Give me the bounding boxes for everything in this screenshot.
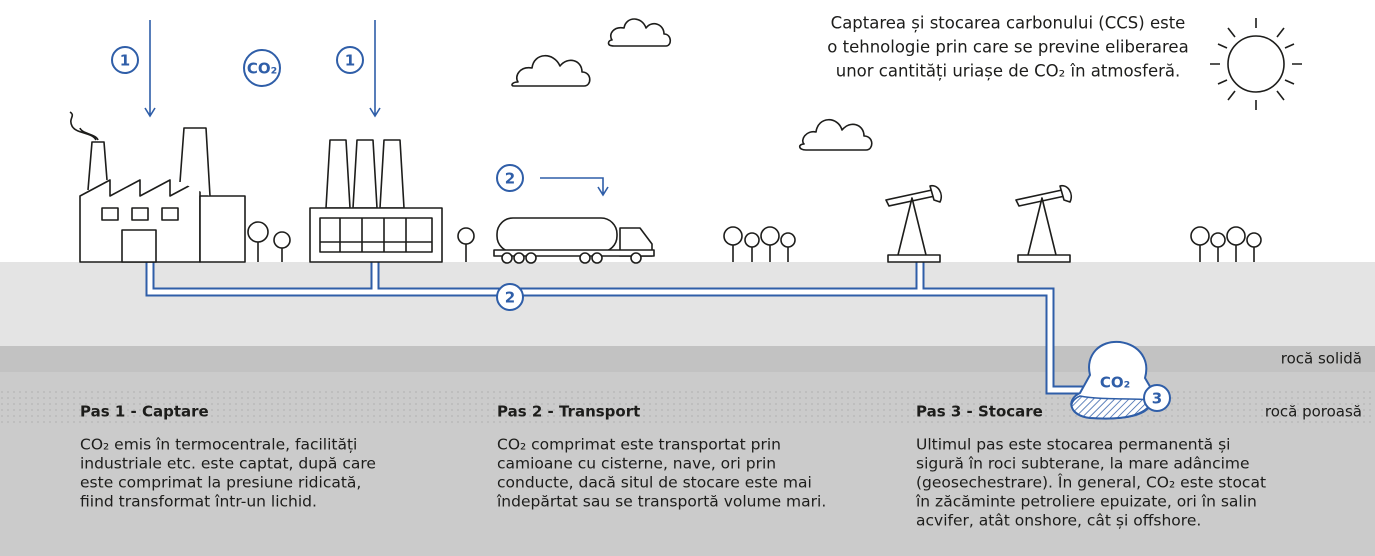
layer-label: rocă solidă (1281, 350, 1362, 368)
step-text: CO₂ comprimat este transportat prin (497, 436, 781, 454)
tanker-truck (497, 218, 617, 252)
tanker-truck (502, 253, 512, 263)
intro-line: Captarea și stocarea carbonului (CCS) es… (831, 14, 1186, 33)
flow-arrows (145, 20, 155, 116)
step-title: Pas 3 - Stocare (916, 403, 1043, 421)
flow-arrows (145, 20, 608, 195)
step-text: îndepărtat sau se transportă volume mari… (496, 493, 826, 511)
trees (724, 227, 742, 245)
step-text: în zăcăminte petroliere epuizate, ori în… (915, 493, 1257, 511)
badge-label: 2 (505, 289, 515, 307)
trees (248, 222, 268, 242)
trees (1200, 245, 1254, 262)
tanker-truck (580, 253, 590, 263)
trees (733, 245, 788, 262)
factory (180, 128, 210, 196)
step-text: fiind transformat într-un lichid. (80, 493, 317, 511)
trees (1211, 233, 1225, 247)
badge-label: 3 (1152, 390, 1162, 408)
factory (132, 208, 148, 220)
tanker-truck (592, 253, 602, 263)
clouds (512, 56, 590, 86)
pumpjack (1060, 186, 1071, 202)
badge-label: 2 (505, 170, 515, 188)
trees (458, 228, 474, 244)
trees (781, 233, 795, 247)
step-title: Pas 2 - Transport (497, 403, 640, 421)
factory (70, 112, 245, 262)
trees (745, 233, 759, 247)
flow-arrows (370, 20, 380, 116)
step-text: este comprimat la presiune ridicată, (80, 474, 361, 492)
clouds (512, 19, 872, 150)
badge-label: 1 (345, 52, 355, 70)
trees (1227, 227, 1245, 245)
pumpjack (886, 190, 940, 262)
sun (1210, 18, 1302, 110)
pumpjack (1016, 190, 1070, 262)
ground (0, 346, 1375, 372)
step-text: sigură în roci subterane, la mare adânci… (916, 455, 1250, 473)
tanker-truck (631, 253, 641, 263)
pumpjack (886, 186, 1071, 262)
trees (274, 232, 290, 248)
step-text: conducte, dacă situl de stocare este mai (497, 474, 812, 492)
factory (162, 208, 178, 220)
step-text: Ultimul pas este stocarea permanentă și (916, 436, 1230, 454)
step-text: industriale etc. este captat, după care (80, 455, 376, 473)
power-plant (320, 218, 432, 252)
trees (761, 227, 779, 245)
reservoir-label: CO₂ (1100, 374, 1130, 392)
tanker-truck (526, 253, 536, 263)
power-plant (310, 140, 442, 262)
clouds (800, 120, 872, 150)
intro-line: unor cantități uriașe de CO₂ în atmosfer… (836, 62, 1181, 81)
step-text: CO₂ emis în termocentrale, facilități (80, 436, 357, 454)
badge-label: 1 (120, 52, 130, 70)
trees (1191, 227, 1209, 245)
flow-arrows (540, 178, 608, 195)
clouds (609, 19, 671, 46)
factory (122, 230, 156, 262)
factory (200, 196, 245, 262)
trees (1247, 233, 1261, 247)
layer-label: rocă poroasă (1265, 403, 1362, 421)
badge-label: CO₂ (247, 60, 277, 78)
factory (102, 208, 118, 220)
step-title: Pas 1 - Captare (80, 403, 209, 421)
power-plant (326, 140, 404, 208)
step-text: acvifer, atât onshore, cât și offshore. (916, 512, 1201, 530)
pumpjack (930, 186, 941, 202)
sun (1228, 36, 1284, 92)
ccs-diagram: CO₂ 1 CO₂ 1 2 2 3 Captarea și stocarea c… (0, 0, 1375, 556)
factory (70, 112, 98, 140)
step-text: (geosechestrare). În general, CO₂ este s… (916, 473, 1266, 492)
sun (1210, 18, 1302, 110)
tanker-truck (494, 218, 654, 263)
tanker-truck (514, 253, 524, 263)
intro-line: o tehnologie prin care se previne eliber… (827, 38, 1188, 57)
step-text: camioane cu cisterne, nave, ori prin (497, 455, 776, 473)
ground (0, 262, 1375, 346)
